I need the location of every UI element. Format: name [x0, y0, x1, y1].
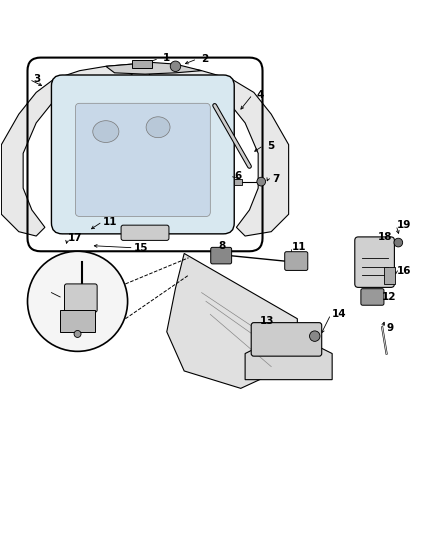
Ellipse shape — [146, 117, 170, 138]
Text: 18: 18 — [378, 232, 392, 242]
FancyBboxPatch shape — [355, 237, 394, 287]
Text: 15: 15 — [134, 243, 149, 253]
Bar — [385, 266, 395, 284]
Text: 16: 16 — [397, 266, 411, 276]
FancyBboxPatch shape — [121, 225, 169, 240]
FancyBboxPatch shape — [211, 247, 232, 264]
Text: 13: 13 — [260, 316, 274, 326]
Circle shape — [394, 238, 403, 247]
Text: 11: 11 — [103, 217, 117, 227]
FancyBboxPatch shape — [64, 284, 97, 312]
Text: 11: 11 — [292, 242, 307, 252]
Polygon shape — [167, 254, 297, 389]
Text: 7: 7 — [272, 174, 279, 184]
Bar — [234, 179, 242, 184]
FancyBboxPatch shape — [251, 322, 322, 356]
Text: 12: 12 — [381, 292, 396, 302]
Text: 8: 8 — [219, 240, 226, 251]
Polygon shape — [245, 345, 332, 379]
FancyBboxPatch shape — [285, 252, 308, 270]
Polygon shape — [149, 64, 289, 236]
Circle shape — [310, 331, 320, 341]
Text: 2: 2 — [201, 54, 208, 64]
FancyBboxPatch shape — [361, 289, 384, 305]
Text: 19: 19 — [397, 220, 411, 230]
Text: 1: 1 — [163, 53, 170, 63]
Circle shape — [74, 330, 81, 337]
Bar — [60, 310, 95, 332]
Ellipse shape — [93, 120, 119, 142]
Circle shape — [28, 251, 127, 351]
Text: 14: 14 — [332, 309, 346, 319]
Text: 4: 4 — [257, 90, 264, 100]
Polygon shape — [1, 64, 132, 236]
Bar — [132, 60, 152, 68]
Text: 3: 3 — [33, 75, 41, 84]
Text: 5: 5 — [268, 141, 275, 150]
Text: 6: 6 — [234, 171, 241, 181]
Polygon shape — [106, 62, 201, 74]
FancyBboxPatch shape — [51, 75, 234, 234]
Text: 9: 9 — [386, 324, 394, 333]
Circle shape — [170, 61, 181, 71]
Text: 17: 17 — [68, 233, 83, 243]
Circle shape — [257, 177, 265, 186]
FancyBboxPatch shape — [75, 103, 210, 216]
